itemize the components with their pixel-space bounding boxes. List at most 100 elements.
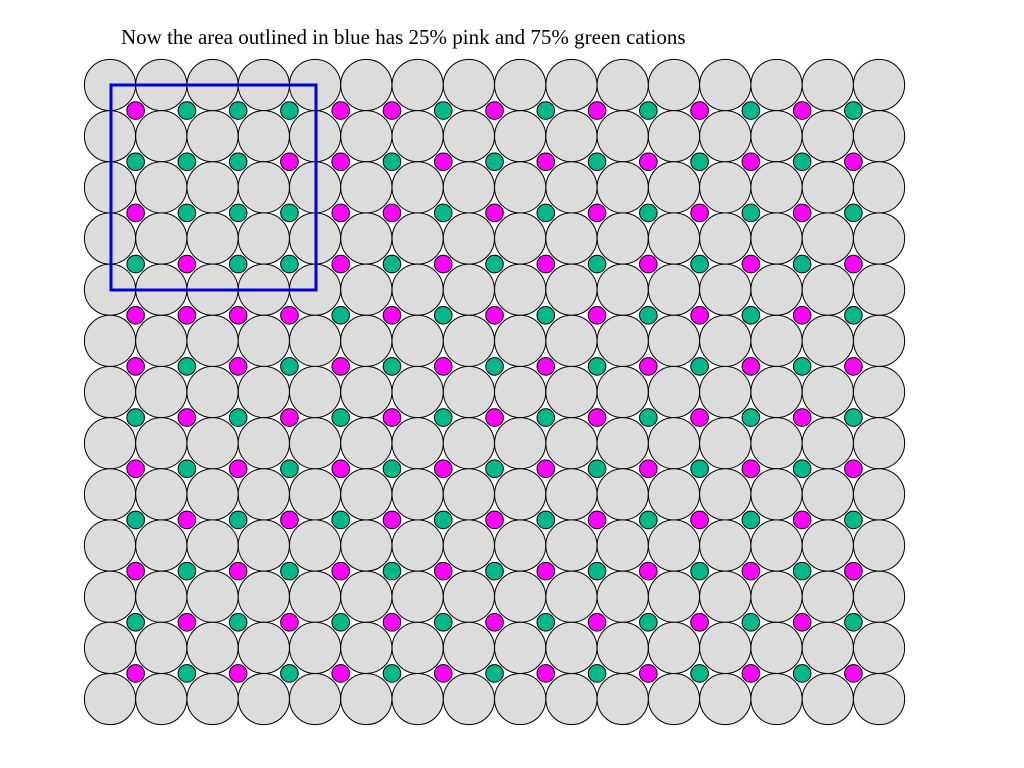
anion <box>83 519 137 572</box>
anion <box>391 621 444 674</box>
green-cation <box>741 408 761 427</box>
pink-cation <box>433 561 453 581</box>
anion <box>237 110 290 163</box>
anion <box>83 672 137 726</box>
anion <box>852 314 906 367</box>
pink-cation <box>280 510 299 530</box>
green-cation <box>331 612 351 632</box>
anion <box>545 58 598 112</box>
anion <box>596 263 649 316</box>
anion <box>801 161 854 214</box>
anion <box>494 263 547 316</box>
green-cation <box>792 459 812 479</box>
anion <box>750 212 803 265</box>
anion <box>596 161 649 214</box>
anion <box>750 58 803 112</box>
green-cation <box>433 510 453 530</box>
anion <box>442 519 495 572</box>
pink-cation <box>639 152 658 172</box>
anion <box>442 468 495 521</box>
green-cation <box>792 561 812 581</box>
pink-cation <box>844 459 863 479</box>
anion <box>750 314 803 367</box>
anion <box>237 161 290 214</box>
pink-cation <box>126 203 145 223</box>
pink-cation <box>690 510 709 530</box>
pink-cation <box>126 459 145 479</box>
anion <box>545 161 598 214</box>
pink-cation <box>741 254 761 274</box>
pink-cation <box>228 664 248 683</box>
green-cation <box>690 254 709 274</box>
pink-cation <box>126 664 145 683</box>
green-cation <box>536 612 556 632</box>
green-cation <box>844 101 863 120</box>
anion <box>442 621 495 674</box>
anion <box>494 621 547 674</box>
pink-cation <box>331 101 351 120</box>
anion <box>647 570 701 623</box>
anion <box>186 365 239 419</box>
anion <box>391 417 444 470</box>
anion <box>647 161 701 214</box>
pink-cation <box>433 254 453 274</box>
pink-cation <box>331 203 351 223</box>
anion <box>83 570 137 623</box>
green-cation <box>536 203 556 223</box>
anion <box>699 365 752 419</box>
green-cation <box>433 101 453 120</box>
anion <box>494 468 547 521</box>
anion <box>494 417 547 470</box>
green-cation <box>433 408 453 427</box>
anion <box>801 519 854 572</box>
pink-cation <box>433 459 453 479</box>
green-cation <box>690 664 709 683</box>
anion <box>750 110 803 163</box>
anion <box>494 161 547 214</box>
anion <box>288 570 342 623</box>
anion <box>699 58 752 112</box>
green-cation <box>177 664 197 683</box>
anion <box>750 570 803 623</box>
anion <box>545 468 598 521</box>
pink-cation <box>228 561 248 581</box>
anion <box>442 110 495 163</box>
green-cation <box>741 612 761 632</box>
green-cation <box>587 664 607 683</box>
anion <box>750 417 803 470</box>
anion <box>596 468 649 521</box>
anion <box>237 417 290 470</box>
anion <box>391 314 444 367</box>
anion <box>699 110 752 163</box>
pink-cation <box>741 561 761 581</box>
anion <box>288 621 342 674</box>
pink-cation <box>844 152 863 172</box>
green-cation <box>433 612 453 632</box>
green-cation <box>177 101 197 120</box>
pink-cation <box>485 510 504 530</box>
anion <box>237 570 290 623</box>
anion <box>340 672 393 726</box>
pink-cation <box>433 357 453 376</box>
anion <box>135 365 188 419</box>
pink-cation <box>639 664 658 683</box>
green-cation <box>280 101 299 120</box>
pink-cation <box>485 101 504 120</box>
anion <box>237 468 290 521</box>
anion <box>186 519 239 572</box>
anion <box>596 621 649 674</box>
anion <box>699 519 752 572</box>
anion <box>545 672 598 726</box>
pink-cation <box>485 612 504 632</box>
pink-cation <box>485 203 504 223</box>
anion <box>699 417 752 470</box>
green-cation <box>485 357 504 376</box>
green-cation <box>228 152 248 172</box>
anion <box>391 570 444 623</box>
green-cation <box>844 510 863 530</box>
green-cation <box>639 203 658 223</box>
green-cation <box>228 510 248 530</box>
green-cation <box>433 203 453 223</box>
green-cation <box>382 459 402 479</box>
anion <box>596 58 649 112</box>
